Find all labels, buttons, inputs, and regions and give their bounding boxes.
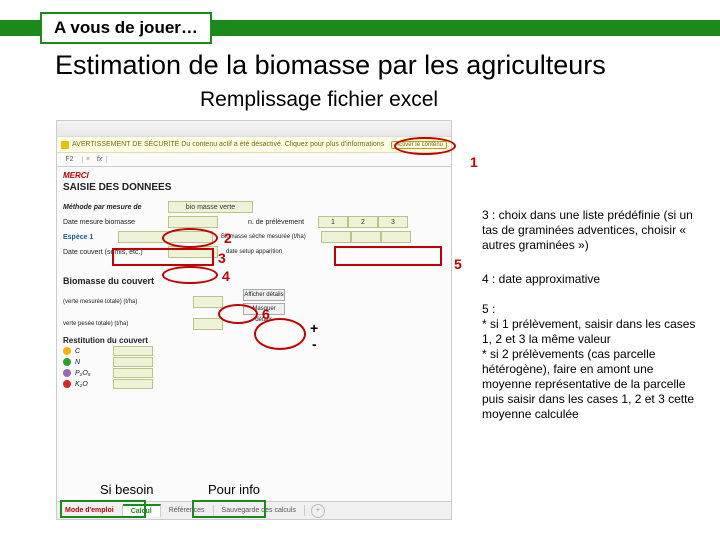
rest-n: N bbox=[75, 359, 109, 366]
merci-label: MERCI bbox=[63, 171, 445, 180]
afficher-button[interactable]: Afficher détails bbox=[243, 289, 285, 301]
annotation-3: 3 : choix dans une liste prédéfinie (si … bbox=[482, 208, 702, 253]
page-subtitle: Remplissage fichier excel bbox=[200, 88, 438, 112]
biomasse-title: Biomasse du couvert bbox=[63, 276, 445, 286]
rest-k-cell bbox=[113, 379, 153, 389]
rest-c-cell bbox=[113, 346, 153, 356]
espece-label: Espèce 1 bbox=[63, 234, 118, 241]
rest-k: K₂O bbox=[75, 381, 109, 388]
callout-2: 2 bbox=[224, 230, 232, 246]
biom-2[interactable] bbox=[351, 231, 381, 243]
green-box-ref bbox=[192, 500, 266, 518]
oval-pm bbox=[254, 318, 306, 350]
prelev-label: n. de prélèvement bbox=[248, 219, 318, 226]
shield-icon bbox=[61, 141, 69, 149]
date-mesure-label: Date mesure biomasse bbox=[63, 219, 168, 226]
dot-k bbox=[63, 380, 71, 388]
dot-n bbox=[63, 358, 71, 366]
pour-info-label: Pour info bbox=[208, 482, 260, 497]
rest-p-cell bbox=[113, 368, 153, 378]
excel-security-bar: AVERTISSEMENT DE SÉCURITÉ Du contenu act… bbox=[57, 137, 451, 153]
biom-l1: (verte mesurée totale) (t/ha) bbox=[63, 299, 193, 305]
plus-label: + bbox=[310, 320, 318, 336]
callout-5: 5 bbox=[454, 256, 462, 272]
bc-1[interactable] bbox=[193, 296, 223, 308]
date-couvert-hint: date setup apparition bbox=[226, 249, 282, 255]
cell-reference: F2 bbox=[57, 156, 83, 163]
callout-3: 3 bbox=[218, 250, 226, 266]
annotation-5: 5 : * si 1 prélèvement, saisir dans les … bbox=[482, 302, 706, 422]
annotation-4: 4 : date approximative bbox=[482, 272, 702, 287]
rect-3 bbox=[112, 248, 214, 266]
prelev-3[interactable]: 3 bbox=[378, 216, 408, 228]
header-label: A vous de jouer… bbox=[54, 18, 198, 37]
prelev-2[interactable]: 2 bbox=[348, 216, 378, 228]
page-title: Estimation de la biomasse par les agricu… bbox=[55, 50, 606, 81]
callout-4: 4 bbox=[222, 268, 230, 284]
rest-p: P₂O₅ bbox=[75, 370, 109, 377]
oval-4 bbox=[162, 266, 218, 284]
header-box: A vous de jouer… bbox=[40, 12, 212, 44]
oval-2 bbox=[162, 228, 218, 248]
saisie-title: SAISIE DES DONNEES bbox=[63, 182, 445, 193]
rect-5 bbox=[334, 246, 442, 266]
tab-add-icon[interactable]: + bbox=[311, 504, 325, 518]
sheet-body: MERCI SAISIE DES DONNEES Méthode par mes… bbox=[57, 167, 451, 394]
green-box-mode bbox=[60, 500, 146, 518]
methode-label: Méthode par mesure de bbox=[63, 204, 168, 211]
biom-l2: verte pesée totale) (t/ha) bbox=[63, 321, 193, 327]
security-text: AVERTISSEMENT DE SÉCURITÉ Du contenu act… bbox=[72, 141, 384, 148]
excel-ribbon bbox=[57, 121, 451, 137]
rest-c: C bbox=[75, 348, 109, 355]
methode-dropdown[interactable]: bio masse verte bbox=[168, 201, 253, 213]
date-mesure-cell[interactable] bbox=[168, 216, 218, 228]
biom-3[interactable] bbox=[381, 231, 411, 243]
callout-1: 1 bbox=[470, 154, 478, 170]
si-besoin-label: Si besoin bbox=[100, 482, 153, 497]
dot-c bbox=[63, 347, 71, 355]
prelev-1[interactable]: 1 bbox=[318, 216, 348, 228]
minus-label: - bbox=[312, 336, 317, 352]
dot-p bbox=[63, 369, 71, 377]
fx-icon: fx bbox=[93, 156, 107, 163]
biom-1[interactable] bbox=[321, 231, 351, 243]
oval-6 bbox=[218, 304, 258, 324]
oval-1 bbox=[394, 137, 456, 155]
espece-hint: Biomasse sèche mesurée (t/ha) bbox=[221, 234, 321, 240]
formula-bar: F2 × fx bbox=[57, 153, 451, 167]
bc-2[interactable] bbox=[193, 318, 223, 330]
rest-n-cell bbox=[113, 357, 153, 367]
